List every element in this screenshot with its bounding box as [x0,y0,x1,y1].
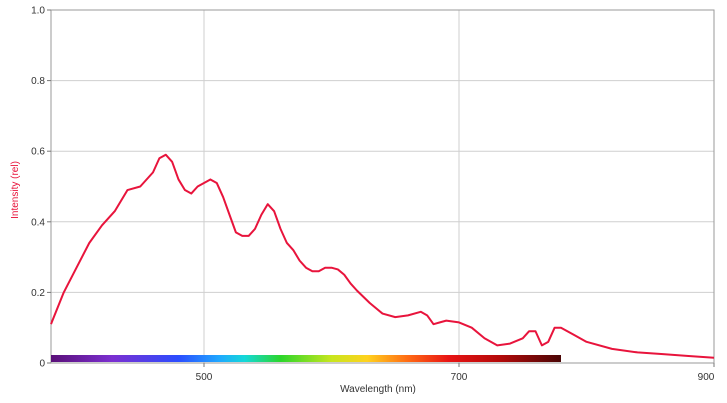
y-axis-title: Intensity (rel) [10,161,21,219]
intensity-series-line [50,153,715,359]
y-tick-label: 0 [39,359,45,370]
x-tick-label: 900 [698,372,715,383]
x-tick-label: 500 [196,372,213,383]
y-tick-label: 0.2 [31,288,45,299]
y-tick-label: 0.8 [31,76,45,87]
x-axis-ticks: 500 700 900 [196,363,715,383]
y-tick-label: 0.6 [31,147,45,158]
plot-frame [50,9,715,364]
x-axis-title: Wavelength (nm) [340,384,416,395]
grid [51,9,715,364]
y-tick-label: 0.4 [31,217,45,228]
visible-spectrum-bar [51,355,561,362]
x-tick-label: 700 [451,372,468,383]
y-tick-label: 1.0 [31,6,45,17]
y-axis-ticks: 0 0.2 0.4 0.6 0.8 1.0 [31,6,51,370]
